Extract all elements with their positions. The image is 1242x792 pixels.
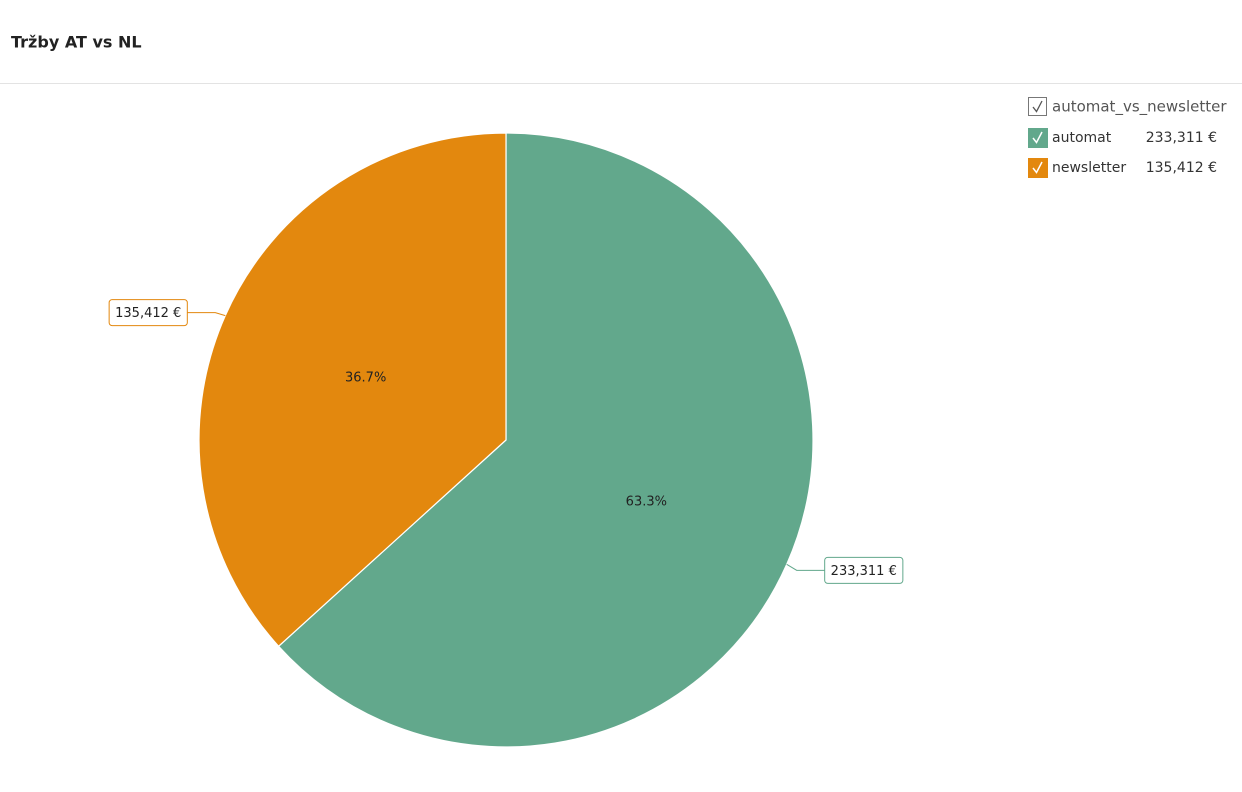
legend-group-title[interactable]: automat_vs_newsletter bbox=[1052, 98, 1227, 117]
legend-label[interactable]: newsletter bbox=[1052, 160, 1126, 176]
callout-box bbox=[824, 556, 904, 584]
callout-line bbox=[187, 312, 226, 317]
legend-value: 233,311 € bbox=[1146, 130, 1217, 146]
legend-value: 135,412 € bbox=[1146, 160, 1217, 176]
checkmark bbox=[1032, 161, 1043, 174]
checkmark bbox=[1032, 100, 1043, 113]
legend-group-checkbox[interactable] bbox=[1028, 97, 1047, 116]
percent-label: 63.3% bbox=[626, 495, 667, 510]
legend-swatch[interactable] bbox=[1028, 128, 1048, 148]
callout-box bbox=[108, 299, 188, 327]
callout-label: 233,311 € bbox=[831, 564, 897, 579]
legend-label[interactable]: automat bbox=[1052, 130, 1112, 146]
legend-swatch[interactable] bbox=[1028, 158, 1048, 178]
pie-slice[interactable] bbox=[198, 132, 507, 648]
callout-label: 135,412 € bbox=[115, 306, 181, 321]
panel-title: Tržby AT vs NL bbox=[11, 33, 142, 52]
callout-line bbox=[786, 563, 825, 571]
percent-label: 36.7% bbox=[345, 370, 386, 385]
checkmark bbox=[1032, 131, 1043, 144]
